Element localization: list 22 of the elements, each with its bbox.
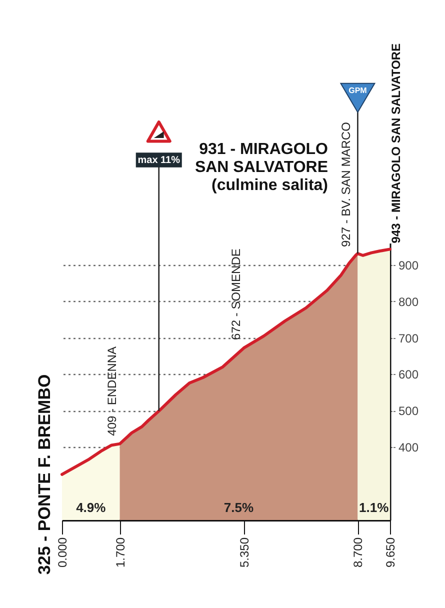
annotation: 7.5% (224, 500, 254, 515)
x-tick-label: 8.700 (351, 537, 366, 568)
y-tick-label: 700 (398, 331, 419, 346)
annotation: 943 - MIRAGOLO SAN SALVATORE (389, 43, 403, 244)
y-tick-label: 400 (398, 440, 419, 455)
annotation: 4.9% (76, 500, 106, 515)
y-tick-label: 600 (398, 368, 419, 382)
x-tick-label: 0.000 (56, 537, 70, 568)
y-tick-label: 800 (398, 294, 419, 309)
line-series (60, 248, 392, 476)
annotation: 409 - ENDENNA (104, 346, 119, 436)
x-tick-label: 9.650 (384, 537, 398, 568)
annotation: 1.1% (359, 500, 390, 515)
annotation: 927 - BV. SAN MARCO (339, 122, 354, 248)
x-tick-label: 1.700 (113, 537, 128, 568)
annotation: GPM (348, 86, 368, 95)
y-tick-label: 500 (398, 404, 419, 418)
y-tick-label: 900 (398, 258, 419, 272)
annotation: 672 - SOMENDE (228, 248, 243, 340)
annotation: 325 - PONTE F. BREMBO (35, 374, 54, 575)
x-tick-label: 5.350 (237, 537, 252, 568)
text: 931 - MIRAGOLO SAN SALVATORE (culmine salita) (194, 141, 328, 194)
